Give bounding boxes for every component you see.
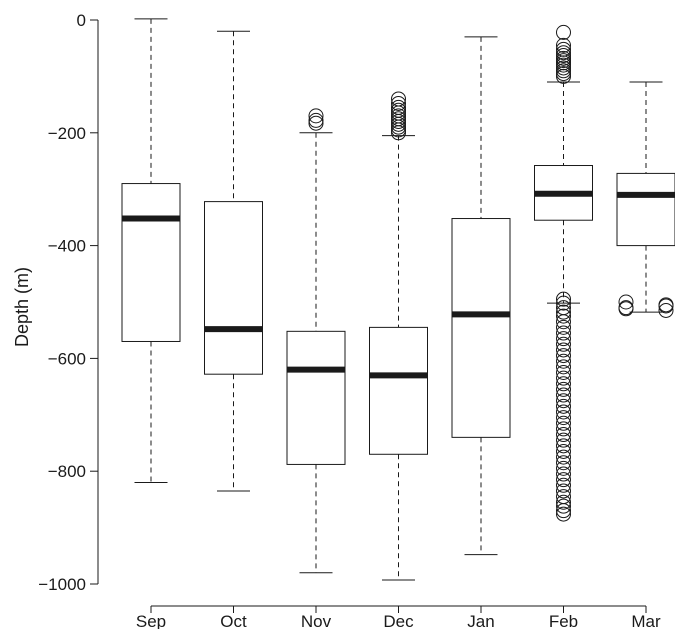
outlier-point xyxy=(556,421,571,437)
outlier-point xyxy=(556,66,571,82)
y-tick-label: 0 xyxy=(77,11,86,30)
outlier-point xyxy=(556,57,571,73)
outlier-point xyxy=(556,455,571,471)
iqr-box xyxy=(451,218,511,438)
outlier-point xyxy=(618,294,634,310)
outlier-point xyxy=(556,432,571,448)
boxes-layer xyxy=(121,18,675,581)
outlier-point xyxy=(556,319,571,335)
outlier-point xyxy=(556,506,571,522)
outlier-point xyxy=(556,308,571,324)
outlier-point xyxy=(556,494,571,510)
y-tick-label: −200 xyxy=(48,124,86,143)
y-tick-label: −1000 xyxy=(38,575,86,594)
iqr-box xyxy=(121,183,181,342)
outlier-point xyxy=(556,291,571,307)
outlier-point xyxy=(556,325,571,341)
box-group-oct xyxy=(204,30,263,492)
y-tick-label: −800 xyxy=(48,462,86,481)
outlier-point xyxy=(556,466,571,482)
x-tick-label: Oct xyxy=(220,612,247,629)
x-tick-label: Jan xyxy=(467,612,494,629)
outlier-point xyxy=(556,331,571,347)
outlier-point xyxy=(556,387,571,403)
outlier-point xyxy=(658,297,674,313)
iqr-box xyxy=(204,201,263,375)
outlier-point xyxy=(556,410,571,426)
outlier-point xyxy=(391,95,406,111)
iqr-box xyxy=(369,326,428,455)
box-group-sep xyxy=(121,18,181,483)
outlier-point xyxy=(391,122,406,138)
outlier-point xyxy=(556,304,571,320)
outlier-point xyxy=(556,342,571,358)
outlier-point xyxy=(618,300,634,316)
outlier-point xyxy=(556,353,571,369)
outlier-point xyxy=(308,108,324,124)
x-tick-label: Sep xyxy=(136,612,166,629)
x-tick-label: Nov xyxy=(301,612,332,629)
outlier-point xyxy=(556,60,571,76)
box-group-mar xyxy=(616,81,675,318)
outlier-point xyxy=(556,427,571,443)
outlier-point xyxy=(391,116,406,132)
y-tick-label: −600 xyxy=(48,349,86,368)
box-group-jan xyxy=(451,36,511,556)
x-tick-label: Dec xyxy=(383,612,414,629)
outlier-point xyxy=(556,37,571,53)
outlier-point xyxy=(556,460,571,476)
outlier-point xyxy=(556,68,571,84)
outlier-point xyxy=(556,483,571,499)
x-axis: Sep Oct Nov Dec Jan Feb Mar xyxy=(136,605,661,629)
outlier-point xyxy=(556,498,571,514)
outlier-point xyxy=(556,48,571,64)
y-axis-title: Depth (m) xyxy=(12,267,32,347)
box-group-nov xyxy=(286,108,346,574)
outlier-point xyxy=(556,41,571,57)
outlier-point xyxy=(556,443,571,459)
outlier-point xyxy=(556,398,571,414)
outlier-point xyxy=(556,376,571,392)
outlier-point xyxy=(391,125,406,141)
outlier-point xyxy=(556,365,571,380)
outlier-point xyxy=(556,63,571,79)
outlier-point xyxy=(556,381,571,397)
outlier-point xyxy=(556,45,571,61)
y-tick-label: −400 xyxy=(48,237,86,256)
outlier-point xyxy=(556,314,571,330)
outlier-point xyxy=(556,295,571,311)
box-group-dec xyxy=(369,91,428,581)
outlier-point xyxy=(556,359,571,375)
outlier-point xyxy=(556,24,571,40)
outlier-point xyxy=(556,393,571,409)
outlier-point xyxy=(391,119,406,135)
x-tick-label: Mar xyxy=(631,612,661,629)
outlier-point xyxy=(556,438,571,454)
outlier-point xyxy=(556,449,571,465)
x-tick-label: Feb xyxy=(549,612,578,629)
box-group-feb xyxy=(534,24,593,522)
outlier-point xyxy=(556,404,571,420)
outlier-point xyxy=(556,503,571,519)
outlier-point xyxy=(556,370,571,386)
iqr-box xyxy=(286,330,346,465)
y-axis: 0 −200 −400 −600 −800 −1000 xyxy=(38,11,99,594)
outlier-point xyxy=(556,348,571,364)
outlier-point xyxy=(308,112,324,128)
outlier-point xyxy=(556,477,571,493)
outlier-point xyxy=(556,415,571,431)
outlier-point xyxy=(391,114,406,130)
outlier-point xyxy=(658,302,674,318)
outlier-point xyxy=(308,115,324,131)
outlier-point xyxy=(556,472,571,488)
outlier-point xyxy=(556,336,571,352)
iqr-box xyxy=(616,172,675,247)
